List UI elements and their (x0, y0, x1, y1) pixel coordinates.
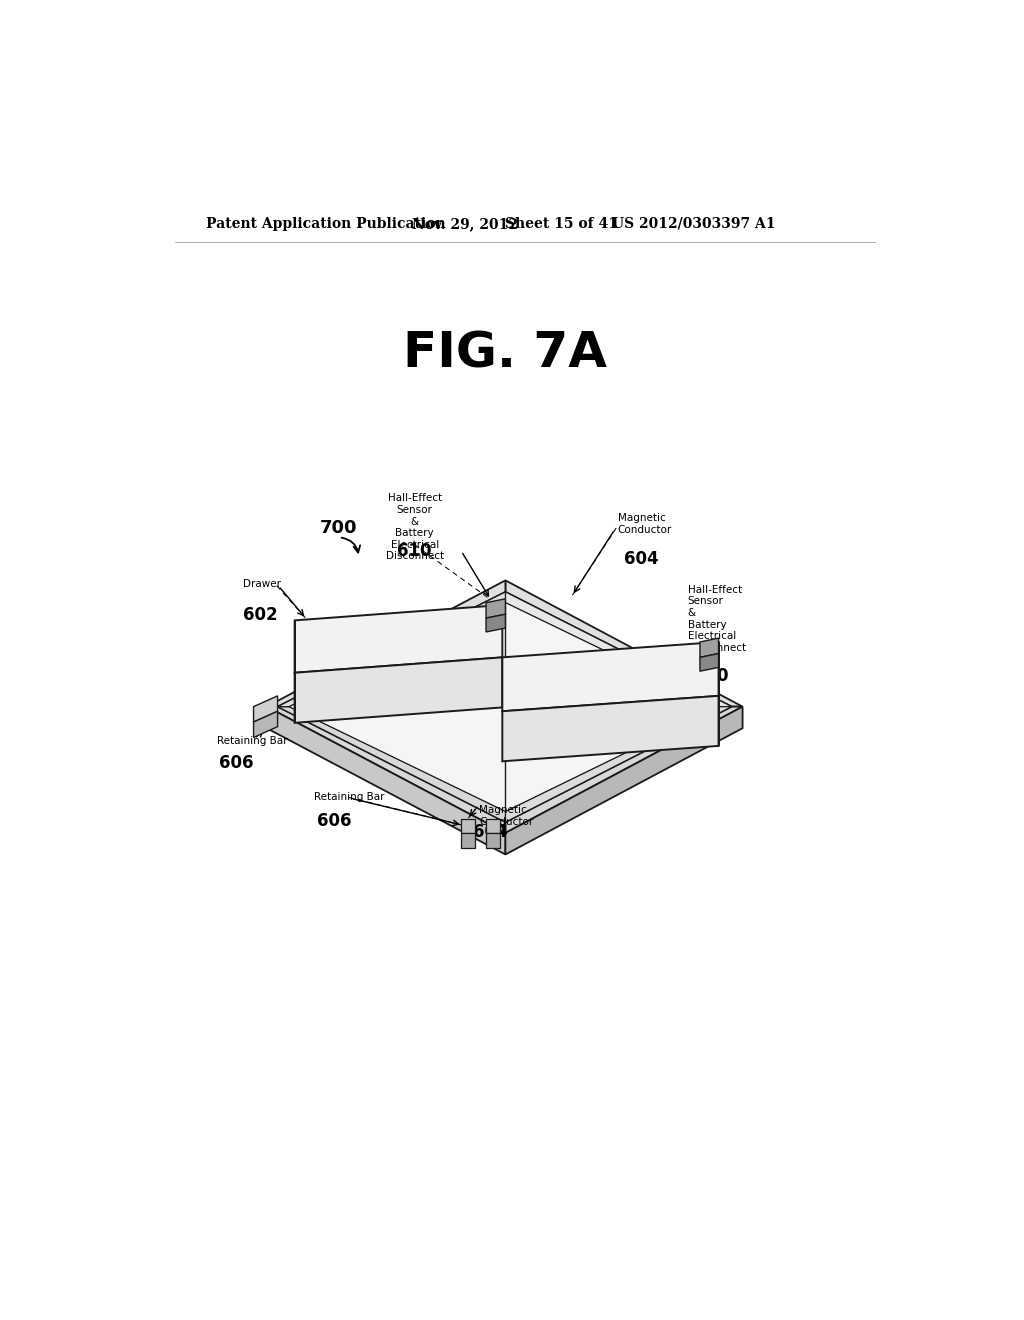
Text: 604: 604 (624, 550, 658, 568)
Text: 610: 610 (693, 667, 728, 685)
Text: 610: 610 (397, 543, 432, 560)
Text: Nov. 29, 2012: Nov. 29, 2012 (413, 216, 518, 231)
Text: US 2012/0303397 A1: US 2012/0303397 A1 (612, 216, 776, 231)
Polygon shape (295, 657, 503, 723)
Text: Magnetic
Conductor: Magnetic Conductor (617, 513, 672, 535)
Polygon shape (266, 706, 506, 833)
Polygon shape (278, 706, 506, 822)
Polygon shape (506, 706, 732, 822)
Polygon shape (486, 599, 506, 618)
Text: Hall-Effect
Sensor
&
Battery
Electrical
Disconnect: Hall-Effect Sensor & Battery Electrical … (386, 494, 443, 561)
Text: Patent Application Publication: Patent Application Publication (206, 216, 445, 231)
Polygon shape (295, 605, 503, 673)
Polygon shape (486, 833, 500, 847)
Polygon shape (254, 696, 278, 722)
Text: 606: 606 (317, 812, 351, 829)
Text: 602: 602 (622, 705, 656, 723)
Polygon shape (289, 603, 720, 812)
Polygon shape (503, 696, 719, 762)
Polygon shape (254, 711, 278, 738)
Text: Sheet 15 of 41: Sheet 15 of 41 (506, 216, 618, 231)
Text: Drawer: Drawer (243, 579, 281, 589)
Polygon shape (266, 706, 506, 854)
Polygon shape (486, 818, 500, 833)
Polygon shape (506, 706, 742, 833)
Text: 606: 606 (219, 754, 254, 772)
Text: 700: 700 (321, 519, 357, 537)
Polygon shape (461, 818, 475, 833)
Polygon shape (278, 591, 732, 822)
FancyArrowPatch shape (342, 537, 360, 553)
Polygon shape (503, 642, 719, 711)
Text: Drawer: Drawer (616, 686, 654, 696)
Polygon shape (461, 833, 475, 847)
Polygon shape (278, 591, 506, 706)
Text: FIG. 7A: FIG. 7A (403, 329, 607, 378)
Polygon shape (506, 591, 732, 706)
Text: Hall-Effect
Sensor
&
Battery
Electrical
Disconnect: Hall-Effect Sensor & Battery Electrical … (687, 585, 745, 653)
Text: 602: 602 (243, 606, 278, 624)
Text: 604: 604 (473, 824, 507, 841)
Text: Magnetic
Conductor: Magnetic Conductor (479, 805, 534, 826)
Polygon shape (700, 653, 719, 671)
Polygon shape (486, 614, 506, 632)
Text: Retaining Bar: Retaining Bar (217, 737, 288, 746)
Polygon shape (506, 581, 742, 706)
Polygon shape (700, 638, 719, 657)
Text: Retaining Bar: Retaining Bar (314, 792, 384, 803)
Polygon shape (266, 581, 506, 706)
Polygon shape (506, 706, 742, 854)
